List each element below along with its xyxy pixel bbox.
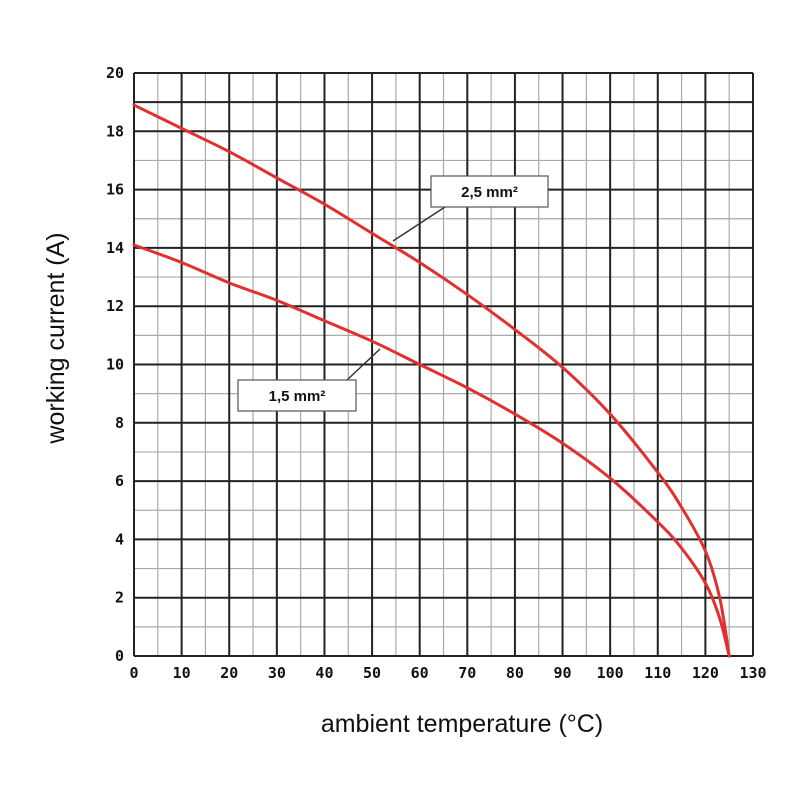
annotation-label: 2,5 mm² — [461, 184, 518, 201]
x-tick-label: 100 — [597, 664, 624, 682]
y-tick-label: 4 — [115, 530, 124, 548]
y-axis-title: working current (A) — [42, 232, 70, 444]
y-tick-label: 8 — [115, 414, 124, 432]
y-tick-label: 2 — [115, 589, 124, 607]
x-tick-label: 0 — [129, 664, 138, 682]
x-tick-label: 10 — [173, 664, 191, 682]
x-tick-label: 20 — [220, 664, 238, 682]
y-tick-label: 20 — [106, 64, 124, 82]
x-tick-labels: 0 10 20 30 40 50 60 70 80 90 100 110 120 130 — [129, 664, 766, 682]
series-line-0 — [132, 103, 731, 658]
x-tick-label: 70 — [458, 664, 476, 682]
x-tick-label: 130 — [739, 664, 766, 682]
annotation-box — [237, 379, 357, 412]
x-axis-title: ambient temperature (°C) — [321, 710, 603, 738]
y-tick-label: 18 — [106, 122, 124, 140]
annotation-leaders — [346, 206, 446, 381]
y-tick-label: 14 — [106, 239, 124, 257]
grid-major — [133, 72, 754, 657]
x-tick-label: 50 — [363, 664, 381, 682]
curves — [132, 103, 731, 658]
y-tick-label: 12 — [106, 297, 124, 315]
x-tick-label: 110 — [644, 664, 671, 682]
y-tick-label: 0 — [115, 647, 124, 665]
y-tick-label: 10 — [106, 356, 124, 374]
x-tick-label: 60 — [411, 664, 429, 682]
y-tick-label: 6 — [115, 472, 124, 490]
annotation-box — [430, 175, 549, 208]
y-tick-labels: 0 2 4 6 8 10 12 14 16 18 20 — [106, 64, 124, 665]
annotation-leader — [392, 206, 446, 242]
series-line-1 — [132, 243, 731, 658]
x-tick-label: 30 — [268, 664, 286, 682]
annotation-label: 1,5 mm² — [269, 388, 326, 405]
x-tick-label: 80 — [506, 664, 524, 682]
x-tick-label: 120 — [692, 664, 719, 682]
x-tick-label: 90 — [554, 664, 572, 682]
x-tick-label: 40 — [315, 664, 333, 682]
annotation-leader — [346, 348, 381, 381]
y-tick-label: 16 — [106, 181, 124, 199]
annotation-labels: 2,5 mm² 1,5 mm² — [237, 175, 549, 412]
